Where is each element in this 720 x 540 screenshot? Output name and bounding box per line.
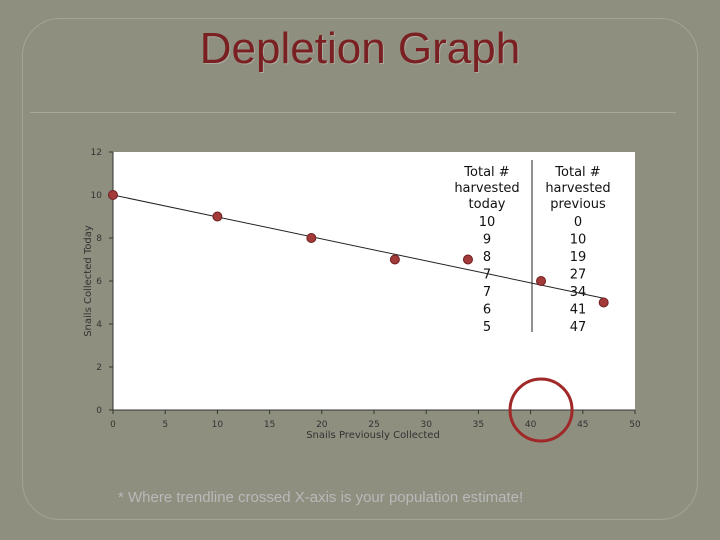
x-tick-label: 35: [473, 420, 484, 430]
data-point: [108, 190, 118, 200]
x-tick-label: 20: [316, 420, 328, 430]
table-cell: 7: [483, 285, 491, 300]
table-cell: 5: [483, 320, 491, 335]
x-tick-label: 25: [368, 420, 379, 430]
trendline: [112, 194, 604, 299]
table-cell: 10: [570, 233, 587, 248]
table-cell: 47: [570, 320, 587, 335]
x-axis-label: Snails Previously Collected: [306, 430, 440, 441]
table-cell: 9: [483, 233, 491, 248]
table-header-text: today: [469, 197, 506, 212]
x-tick-label: 5: [162, 420, 168, 430]
x-tick-label: 10: [212, 420, 224, 430]
data-point: [462, 254, 473, 265]
table-cell: 7: [483, 268, 491, 283]
table-cell: 27: [570, 268, 587, 283]
table-header-text: Total #: [554, 165, 600, 180]
x-tick-label: 40: [525, 420, 537, 430]
estimate-highlight-circle: [508, 377, 574, 443]
y-tick-label: 4: [96, 320, 102, 330]
x-tick-label: 30: [420, 420, 432, 430]
data-point: [389, 254, 400, 265]
table-cell: 10: [479, 215, 496, 230]
population-estimate-note: * Where trendline crossed X-axis is your…: [118, 489, 524, 506]
y-tick-label: 8: [96, 234, 102, 244]
data-point: [306, 233, 317, 243]
table-cell: 6: [483, 303, 491, 318]
table-cell: 41: [570, 303, 587, 318]
y-tick-label: 10: [91, 191, 103, 201]
table-header-text: previous: [550, 197, 606, 212]
table-cell: 0: [574, 215, 582, 230]
y-tick-label: 0: [96, 406, 102, 416]
data-point: [536, 276, 547, 286]
table-header-text: Total #: [463, 165, 509, 180]
data-point: [212, 211, 223, 222]
slide-frame: [22, 18, 698, 520]
plot-area: [113, 152, 635, 410]
title-divider: [30, 112, 676, 113]
x-tick-label: 0: [110, 420, 116, 430]
y-axis-label: Snails Collected Today: [83, 225, 94, 337]
table-cell: 19: [570, 250, 587, 265]
data-point: [598, 297, 609, 308]
slide-title: Depletion Graph: [199, 24, 521, 73]
x-tick-label: 50: [629, 420, 641, 430]
table-cell: 8: [483, 250, 491, 265]
y-tick-label: 2: [96, 363, 102, 373]
x-tick-label: 45: [577, 420, 588, 430]
table-header-text: harvested: [545, 181, 610, 196]
y-tick-label: 12: [91, 148, 102, 158]
table-header-text: harvested: [454, 181, 519, 196]
x-tick-label: 15: [264, 420, 275, 430]
y-tick-label: 6: [96, 277, 102, 287]
